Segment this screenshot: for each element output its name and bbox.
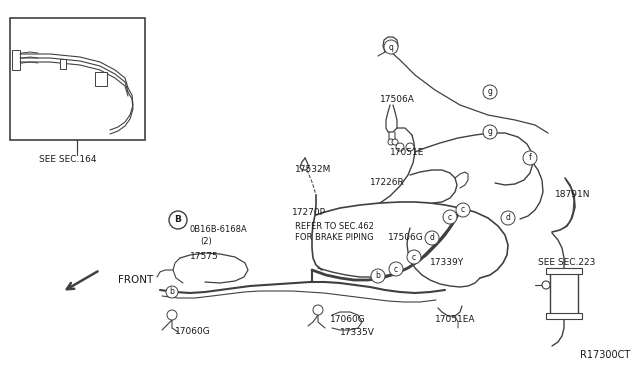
Text: 0B16B-6168A: 0B16B-6168A	[190, 225, 248, 234]
Circle shape	[396, 143, 404, 151]
Text: B: B	[175, 215, 181, 224]
Text: q: q	[388, 42, 394, 51]
Text: 17506G: 17506G	[388, 233, 424, 242]
Text: d: d	[506, 214, 511, 222]
Text: g: g	[488, 87, 492, 96]
Text: 17506A: 17506A	[380, 95, 415, 104]
Text: (2): (2)	[200, 237, 212, 246]
Bar	[12, 50, 20, 70]
Circle shape	[542, 281, 550, 289]
Circle shape	[371, 269, 385, 283]
Circle shape	[501, 211, 515, 225]
Circle shape	[384, 40, 398, 54]
Text: c: c	[412, 253, 416, 262]
Circle shape	[167, 310, 177, 320]
Text: 17051E: 17051E	[390, 148, 424, 157]
Text: 17339Y: 17339Y	[430, 258, 464, 267]
Circle shape	[313, 305, 323, 315]
Circle shape	[483, 125, 497, 139]
Circle shape	[483, 85, 497, 99]
Circle shape	[169, 211, 187, 229]
Text: 17226R: 17226R	[370, 178, 404, 187]
Circle shape	[456, 203, 470, 217]
Text: 17051EA: 17051EA	[435, 315, 476, 324]
Bar	[546, 268, 582, 274]
Circle shape	[407, 250, 421, 264]
Text: SEE SEC.223: SEE SEC.223	[538, 258, 595, 267]
Text: f: f	[529, 154, 531, 163]
Circle shape	[425, 231, 439, 245]
Text: c: c	[461, 205, 465, 215]
Circle shape	[389, 262, 403, 276]
Circle shape	[443, 210, 457, 224]
Text: b: b	[376, 272, 380, 280]
Text: FRONT: FRONT	[118, 275, 153, 285]
Bar	[10, 18, 145, 140]
Text: c: c	[448, 212, 452, 221]
Text: 17060G: 17060G	[330, 315, 365, 324]
Text: 17575: 17575	[190, 252, 219, 261]
Circle shape	[392, 139, 398, 145]
Bar	[60, 59, 66, 69]
Text: 17532M: 17532M	[295, 165, 332, 174]
Circle shape	[523, 151, 537, 165]
Bar	[546, 313, 582, 319]
Circle shape	[406, 143, 414, 151]
Text: 17270P: 17270P	[292, 208, 326, 217]
Bar	[550, 270, 578, 315]
Circle shape	[388, 139, 394, 145]
Text: c: c	[394, 264, 398, 273]
Circle shape	[166, 286, 178, 298]
Text: REFER TO SEC.462: REFER TO SEC.462	[295, 222, 374, 231]
Text: b: b	[170, 288, 175, 296]
Text: R17300CT: R17300CT	[580, 350, 630, 360]
Text: g: g	[488, 128, 492, 137]
Text: 17335V: 17335V	[340, 328, 375, 337]
Bar	[95, 72, 107, 86]
Text: SEE SEC.164: SEE SEC.164	[39, 155, 97, 164]
Text: 18791N: 18791N	[555, 190, 591, 199]
Text: d: d	[429, 234, 435, 243]
Text: FOR BRAKE PIPING: FOR BRAKE PIPING	[295, 233, 374, 242]
Text: 17060G: 17060G	[175, 327, 211, 336]
